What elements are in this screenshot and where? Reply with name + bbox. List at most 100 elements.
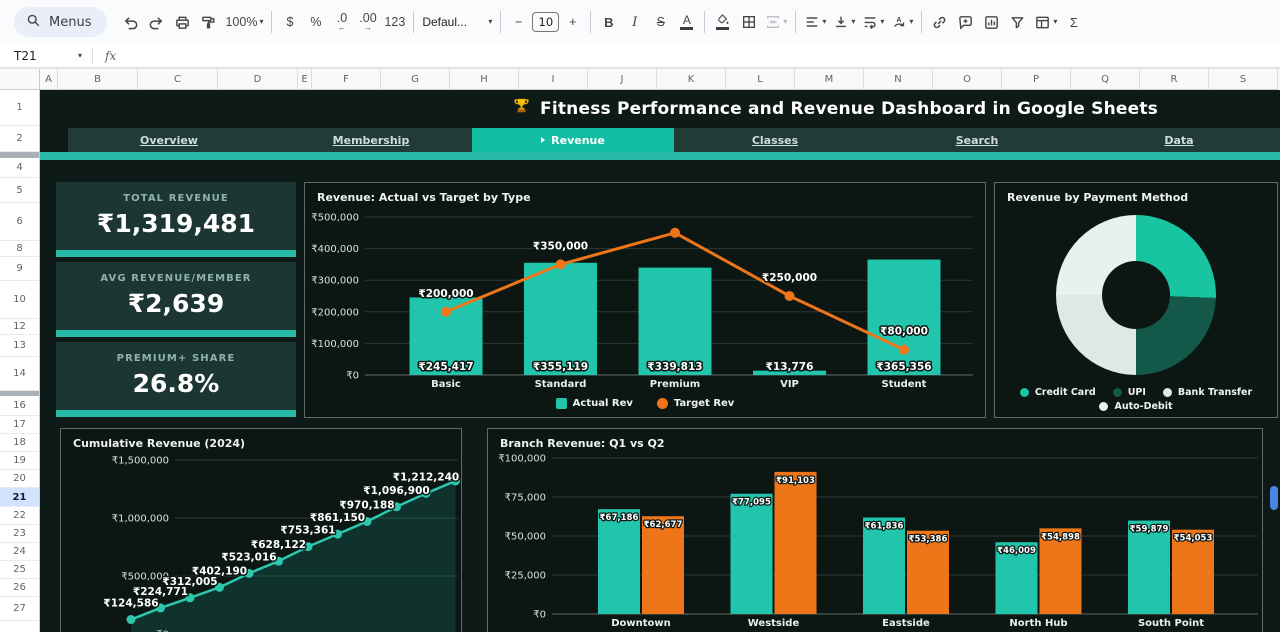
row-header-21[interactable]: 21 — [0, 488, 39, 507]
horizontal-align-button[interactable]: ▾ — [801, 8, 829, 36]
text-color-button[interactable]: A — [674, 8, 699, 36]
row-header-23[interactable]: 23 — [0, 525, 39, 543]
filter-button[interactable] — [1005, 8, 1030, 36]
kpi-card-2[interactable]: PREMIUM+ SHARE26.8% — [56, 342, 296, 417]
column-header-O[interactable]: O — [933, 69, 1002, 90]
text-wrap-button[interactable]: ▾ — [859, 8, 887, 36]
font-size-input[interactable]: 10 — [532, 12, 559, 32]
row-header-22[interactable]: 22 — [0, 507, 39, 525]
row-header-17[interactable]: 17 — [0, 416, 39, 434]
column-header-P[interactable]: P — [1002, 69, 1071, 90]
fill-color-button[interactable] — [710, 8, 735, 36]
tab-classes[interactable]: Classes — [674, 128, 876, 152]
column-header-M[interactable]: M — [795, 69, 864, 90]
column-header-B[interactable]: B — [58, 69, 138, 90]
chart-cumulative-revenue[interactable]: Cumulative Revenue (2024) ₹1,500,000₹1,0… — [60, 428, 462, 632]
format-percent-button[interactable]: % — [303, 8, 328, 36]
insert-chart-button[interactable] — [979, 8, 1004, 36]
chart-actual-vs-target[interactable]: Revenue: Actual vs Target by Type ₹500,0… — [304, 182, 986, 418]
menus-button[interactable]: Menus — [14, 7, 107, 37]
undo-button[interactable] — [118, 8, 143, 36]
column-header-C[interactable]: C — [138, 69, 218, 90]
formula-input[interactable] — [116, 44, 1280, 67]
tab-overview[interactable]: Overview — [68, 128, 270, 152]
select-all-corner[interactable] — [0, 69, 40, 90]
legend-item-bank-transfer: Bank Transfer — [1163, 387, 1252, 398]
column-header-D[interactable]: D — [218, 69, 298, 90]
row-header-24[interactable]: 24 — [0, 543, 39, 561]
print-button[interactable] — [170, 8, 195, 36]
functions-button[interactable]: Σ — [1061, 8, 1086, 36]
more-formats-button[interactable]: 123 — [381, 8, 408, 36]
row-header-25[interactable]: 25 — [0, 561, 39, 579]
decrease-decimal-button[interactable]: .0← — [329, 8, 354, 36]
svg-text:₹46,009: ₹46,009 — [997, 546, 1036, 556]
column-header-J[interactable]: J — [588, 69, 657, 90]
column-header-G[interactable]: G — [381, 69, 450, 90]
svg-text:Westside: Westside — [748, 618, 800, 629]
paint-format-button[interactable] — [196, 8, 221, 36]
row-header-20[interactable]: 20 — [0, 470, 39, 488]
format-currency-button[interactable]: $ — [277, 8, 302, 36]
vertical-align-button[interactable]: ▾ — [830, 8, 858, 36]
column-header-K[interactable]: K — [657, 69, 726, 90]
row-header-6[interactable]: 6 — [0, 203, 39, 241]
row-header-5[interactable]: 5 — [0, 178, 39, 203]
chart-branch-revenue[interactable]: Branch Revenue: Q1 vs Q2 ₹100,000₹75,000… — [487, 428, 1263, 632]
bold-button[interactable]: B — [596, 8, 621, 36]
row-header-18[interactable]: 18 — [0, 434, 39, 452]
column-header-I[interactable]: I — [519, 69, 588, 90]
table-views-button[interactable]: ▾ — [1031, 8, 1060, 36]
row-header-14[interactable]: 14 — [0, 357, 39, 391]
column-header-E[interactable]: E — [298, 69, 312, 90]
increase-decimal-button[interactable]: .00→ — [355, 8, 380, 36]
vertical-scrollbar-thumb[interactable] — [1270, 486, 1278, 510]
column-header-H[interactable]: H — [450, 69, 519, 90]
text-rotation-button[interactable]: A▾ — [888, 8, 916, 36]
svg-text:₹350,000: ₹350,000 — [533, 240, 588, 252]
row-header-16[interactable]: 16 — [0, 396, 39, 416]
column-header-A[interactable]: A — [40, 69, 58, 90]
row-header-26[interactable]: 26 — [0, 579, 39, 597]
row-header-12[interactable]: 12 — [0, 319, 39, 335]
row-header-1[interactable]: 1 — [0, 90, 39, 126]
italic-button[interactable]: I — [622, 8, 647, 36]
insert-comment-button[interactable] — [953, 8, 978, 36]
insert-link-button[interactable] — [927, 8, 952, 36]
column-header-F[interactable]: F — [312, 69, 381, 90]
column-header-S[interactable]: S — [1209, 69, 1278, 90]
toolbar: Menus 100%▾ $ % .0← .00→ 123 Defaul...▾ … — [0, 0, 1280, 44]
redo-button[interactable] — [144, 8, 169, 36]
formula-bar: T21 ▾ fx — [0, 44, 1280, 68]
tab-data[interactable]: Data — [1078, 128, 1280, 152]
kpi-card-0[interactable]: TOTAL REVENUE₹1,319,481 — [56, 182, 296, 257]
divider — [92, 48, 93, 64]
row-header-27[interactable]: 27 — [0, 597, 39, 621]
column-header-Q[interactable]: Q — [1071, 69, 1140, 90]
kpi-card-1[interactable]: AVG REVENUE/MEMBER₹2,639 — [56, 262, 296, 337]
tab-revenue[interactable]: Revenue — [472, 128, 674, 152]
row-header-8[interactable]: 8 — [0, 241, 39, 257]
decrease-font-size-button[interactable]: − — [506, 8, 531, 36]
strikethrough-button[interactable]: S — [648, 8, 673, 36]
row-header-9[interactable]: 9 — [0, 257, 39, 281]
google-sheets-app: Menus 100%▾ $ % .0← .00→ 123 Defaul...▾ … — [0, 0, 1280, 632]
row-header-2[interactable]: 2 — [0, 126, 39, 152]
row-header-4[interactable]: 4 — [0, 158, 39, 178]
chart-legend: Credit CardUPIBank TransferAuto-Debit — [995, 387, 1277, 412]
row-header-13[interactable]: 13 — [0, 335, 39, 357]
column-header-N[interactable]: N — [864, 69, 933, 90]
chart-payment-method[interactable]: Revenue by Payment Method Credit CardUPI… — [994, 182, 1278, 418]
row-header-10[interactable]: 10 — [0, 281, 39, 319]
column-header-L[interactable]: L — [726, 69, 795, 90]
name-box[interactable]: T21 ▾ — [0, 49, 92, 63]
borders-button[interactable] — [736, 8, 761, 36]
column-header-R[interactable]: R — [1140, 69, 1209, 90]
tab-membership[interactable]: Membership — [270, 128, 472, 152]
row-header-19[interactable]: 19 — [0, 452, 39, 470]
zoom-select[interactable]: 100%▾ — [222, 8, 266, 36]
increase-font-size-button[interactable]: + — [560, 8, 585, 36]
font-select[interactable]: Defaul...▾ — [419, 8, 495, 36]
tab-search[interactable]: Search — [876, 128, 1078, 152]
merge-cells-button[interactable]: ▾ — [762, 8, 790, 36]
